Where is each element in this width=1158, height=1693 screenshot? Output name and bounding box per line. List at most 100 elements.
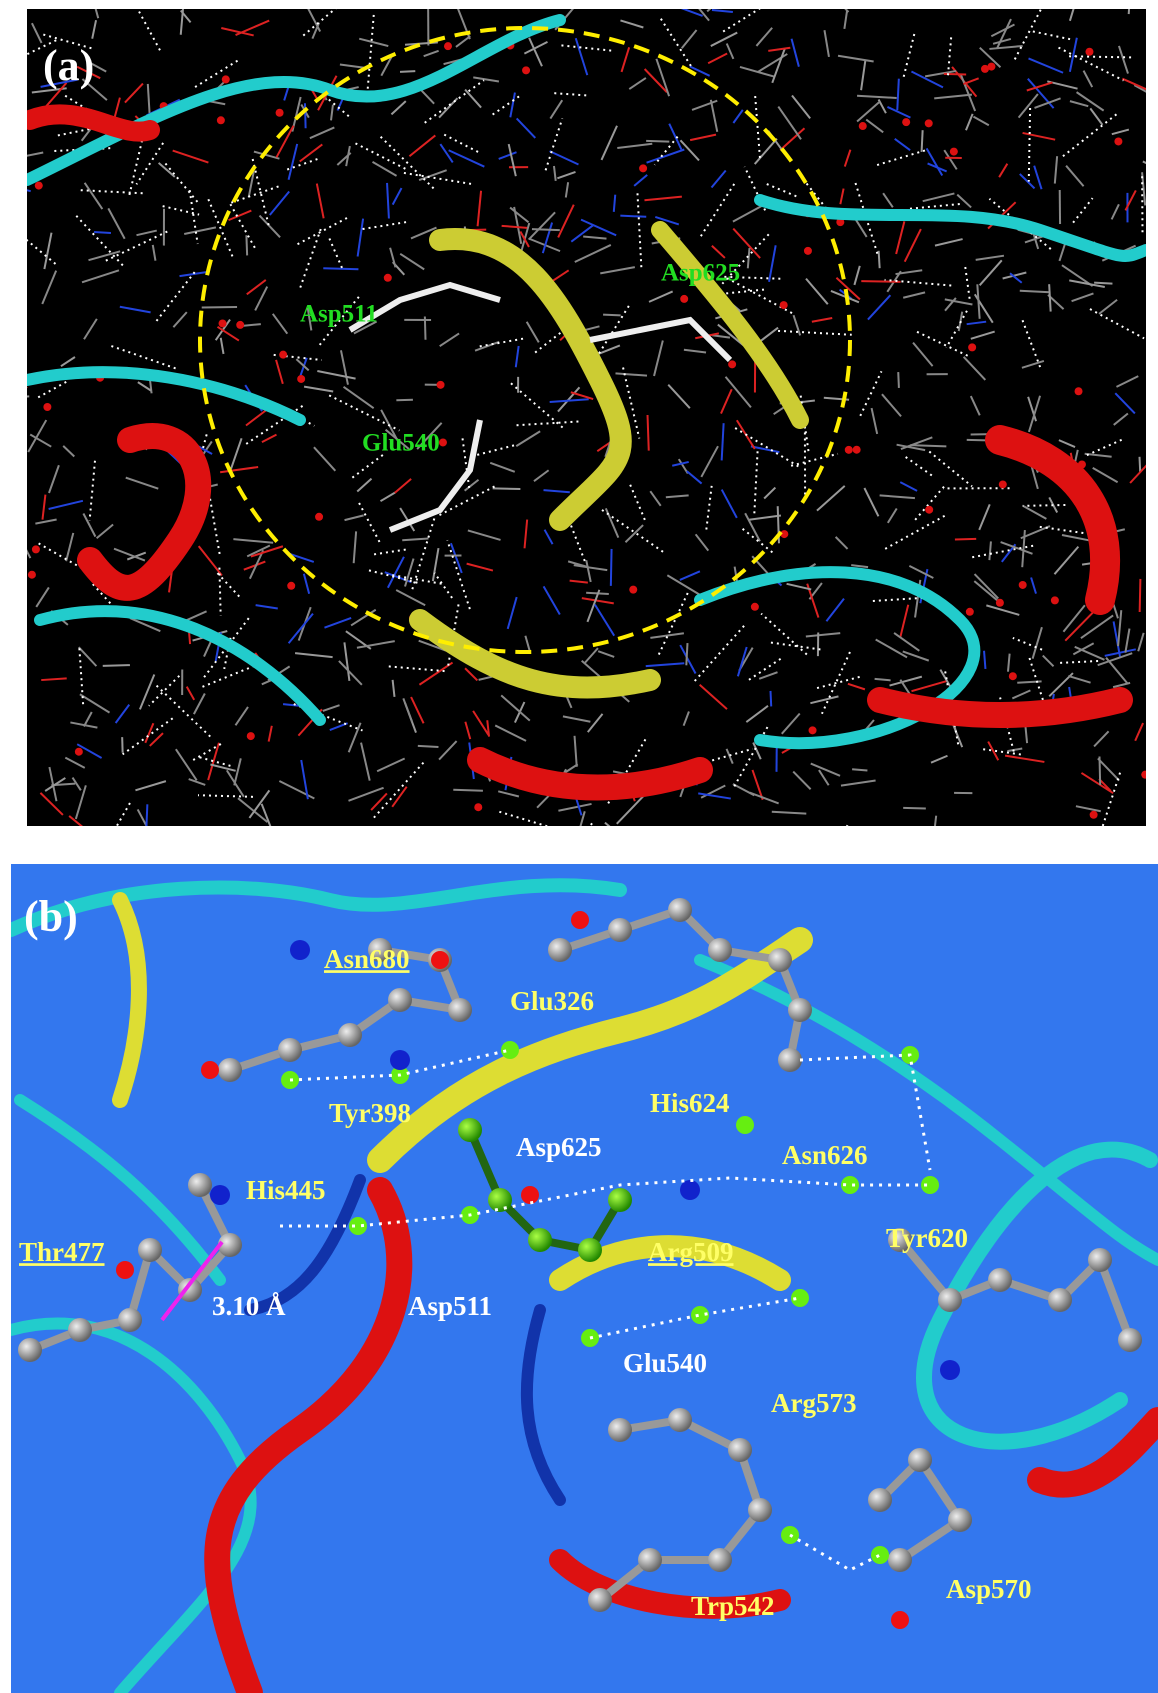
bond: [852, 769, 867, 770]
atom: [1048, 1288, 1072, 1312]
atom: [201, 1061, 219, 1079]
atom: [315, 513, 323, 521]
atom: [32, 545, 40, 553]
bond: [922, 130, 923, 152]
bond: [611, 549, 612, 586]
bond: [4, 184, 31, 191]
h-bond: [846, 826, 884, 844]
atom: [219, 319, 227, 327]
atom: [1141, 771, 1149, 779]
bond: [879, 251, 880, 268]
atom: [521, 1186, 539, 1204]
water: [871, 1546, 889, 1564]
residue-label: Glu326: [510, 986, 594, 1016]
atom: [987, 63, 995, 71]
atom: [751, 603, 759, 611]
bond: [910, 445, 946, 446]
atom: [287, 582, 295, 590]
atom: [118, 1308, 142, 1332]
bond: [1140, 579, 1141, 612]
residue-label: Glu540: [362, 430, 440, 457]
atom: [891, 1611, 909, 1629]
atom: [1009, 672, 1017, 680]
panel-a: [1, 0, 1158, 888]
figure: (a) Asp511 Asp625 Glu540: [0, 0, 1158, 1693]
atom: [1019, 581, 1027, 589]
atom: [278, 1038, 302, 1062]
bond: [984, 651, 985, 669]
atom: [988, 1268, 1012, 1292]
residue-label: Glu540: [623, 1348, 707, 1378]
atom: [925, 506, 933, 514]
atom: [35, 182, 43, 190]
bond: [493, 488, 521, 489]
atom: [218, 1058, 242, 1082]
bond: [453, 790, 483, 791]
atom: [940, 1360, 960, 1380]
atom: [748, 1498, 772, 1522]
bond: [686, 643, 687, 665]
atom: [276, 109, 284, 117]
atom: [188, 1173, 212, 1197]
atom: [488, 1188, 512, 1212]
atom: [247, 732, 255, 740]
atom: [948, 1508, 972, 1532]
atom: [437, 381, 445, 389]
atom: [1118, 1328, 1142, 1352]
residue-label: His624: [650, 1088, 730, 1118]
atom: [1075, 387, 1083, 395]
atom: [439, 438, 447, 446]
atom: [804, 247, 812, 255]
bond: [400, 71, 415, 72]
atom: [708, 938, 732, 962]
atom: [788, 998, 812, 1022]
atom: [75, 748, 83, 756]
atom: [639, 164, 647, 172]
atom: [217, 116, 225, 124]
bond: [103, 665, 130, 666]
atom: [338, 1023, 362, 1047]
bond: [770, 691, 771, 706]
atom: [629, 586, 637, 594]
atom: [638, 1548, 662, 1572]
bond: [146, 804, 147, 833]
residue-label: Tyr398: [329, 1098, 411, 1128]
residue-label: Trp542: [691, 1591, 775, 1621]
atom: [780, 301, 788, 309]
residue-label: Asp511: [300, 301, 378, 328]
atom: [279, 351, 287, 359]
atom: [853, 446, 861, 454]
atom: [728, 360, 736, 368]
atom: [608, 1188, 632, 1212]
atom: [925, 119, 933, 127]
atom: [608, 918, 632, 942]
atom: [138, 1238, 162, 1262]
residue-label: Asp625: [516, 1132, 602, 1162]
residue-label: Asp570: [946, 1574, 1032, 1604]
atom: [999, 480, 1007, 488]
atom: [431, 951, 449, 969]
atom: [859, 122, 867, 130]
distance-label: 3.10 Å: [212, 1291, 286, 1321]
atom: [448, 998, 472, 1022]
bond: [323, 268, 358, 269]
atom: [778, 1048, 802, 1072]
water: [921, 1176, 939, 1194]
residue-label: Arg509: [648, 1237, 733, 1267]
bond: [532, 229, 560, 230]
bond: [94, 232, 111, 233]
atom: [388, 988, 412, 1012]
atom: [1051, 596, 1059, 604]
atom: [528, 1228, 552, 1252]
atom: [708, 1548, 732, 1572]
atom: [768, 948, 792, 972]
atom: [728, 1438, 752, 1462]
atom: [668, 898, 692, 922]
atom: [116, 1261, 134, 1279]
panel-label: (a): [43, 41, 94, 90]
atom: [996, 599, 1004, 607]
bond: [1094, 283, 1112, 284]
atom: [1088, 1248, 1112, 1272]
atom: [968, 343, 976, 351]
residue-label: Thr477: [19, 1237, 105, 1267]
